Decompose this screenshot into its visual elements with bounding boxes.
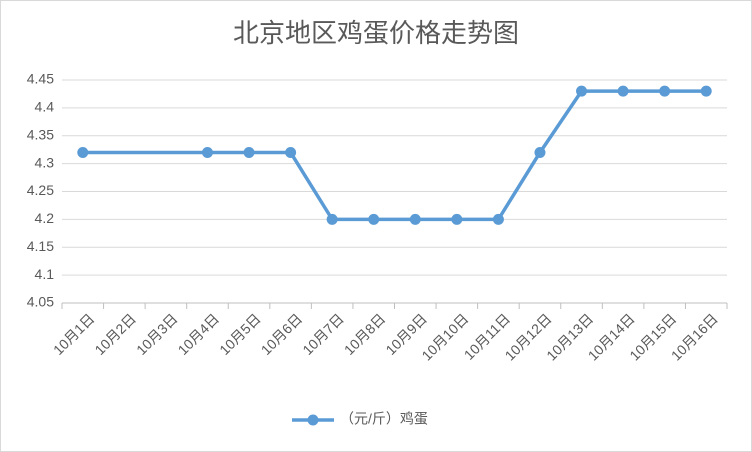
point [700, 85, 712, 97]
point [243, 146, 255, 158]
y-tick-label: 4.3 [35, 154, 55, 170]
point [285, 146, 297, 158]
legend-marker [307, 414, 319, 426]
point [492, 213, 504, 225]
y-tick-label: 4.15 [27, 238, 54, 254]
y-tick-label: 4.05 [27, 294, 54, 310]
point [77, 146, 89, 158]
point [368, 213, 380, 225]
point [326, 213, 338, 225]
series-line [82, 89, 707, 222]
point [201, 146, 213, 158]
y-tick-label: 4.2 [35, 210, 55, 226]
y-tick-label: 4.25 [27, 182, 54, 198]
point [617, 85, 629, 97]
point [534, 146, 546, 158]
point [659, 85, 671, 97]
y-tick-label: 4.45 [27, 71, 54, 87]
legend-label: （元/斤）鸡蛋 [340, 411, 428, 427]
y-tick-label: 4.35 [27, 126, 54, 142]
chart-title: 北京地区鸡蛋价格走势图 [233, 18, 519, 48]
y-tick-label: 4.1 [35, 266, 55, 282]
point [451, 213, 463, 225]
y-tick-label: 4.4 [35, 99, 55, 115]
point [409, 213, 421, 225]
point [576, 85, 588, 97]
